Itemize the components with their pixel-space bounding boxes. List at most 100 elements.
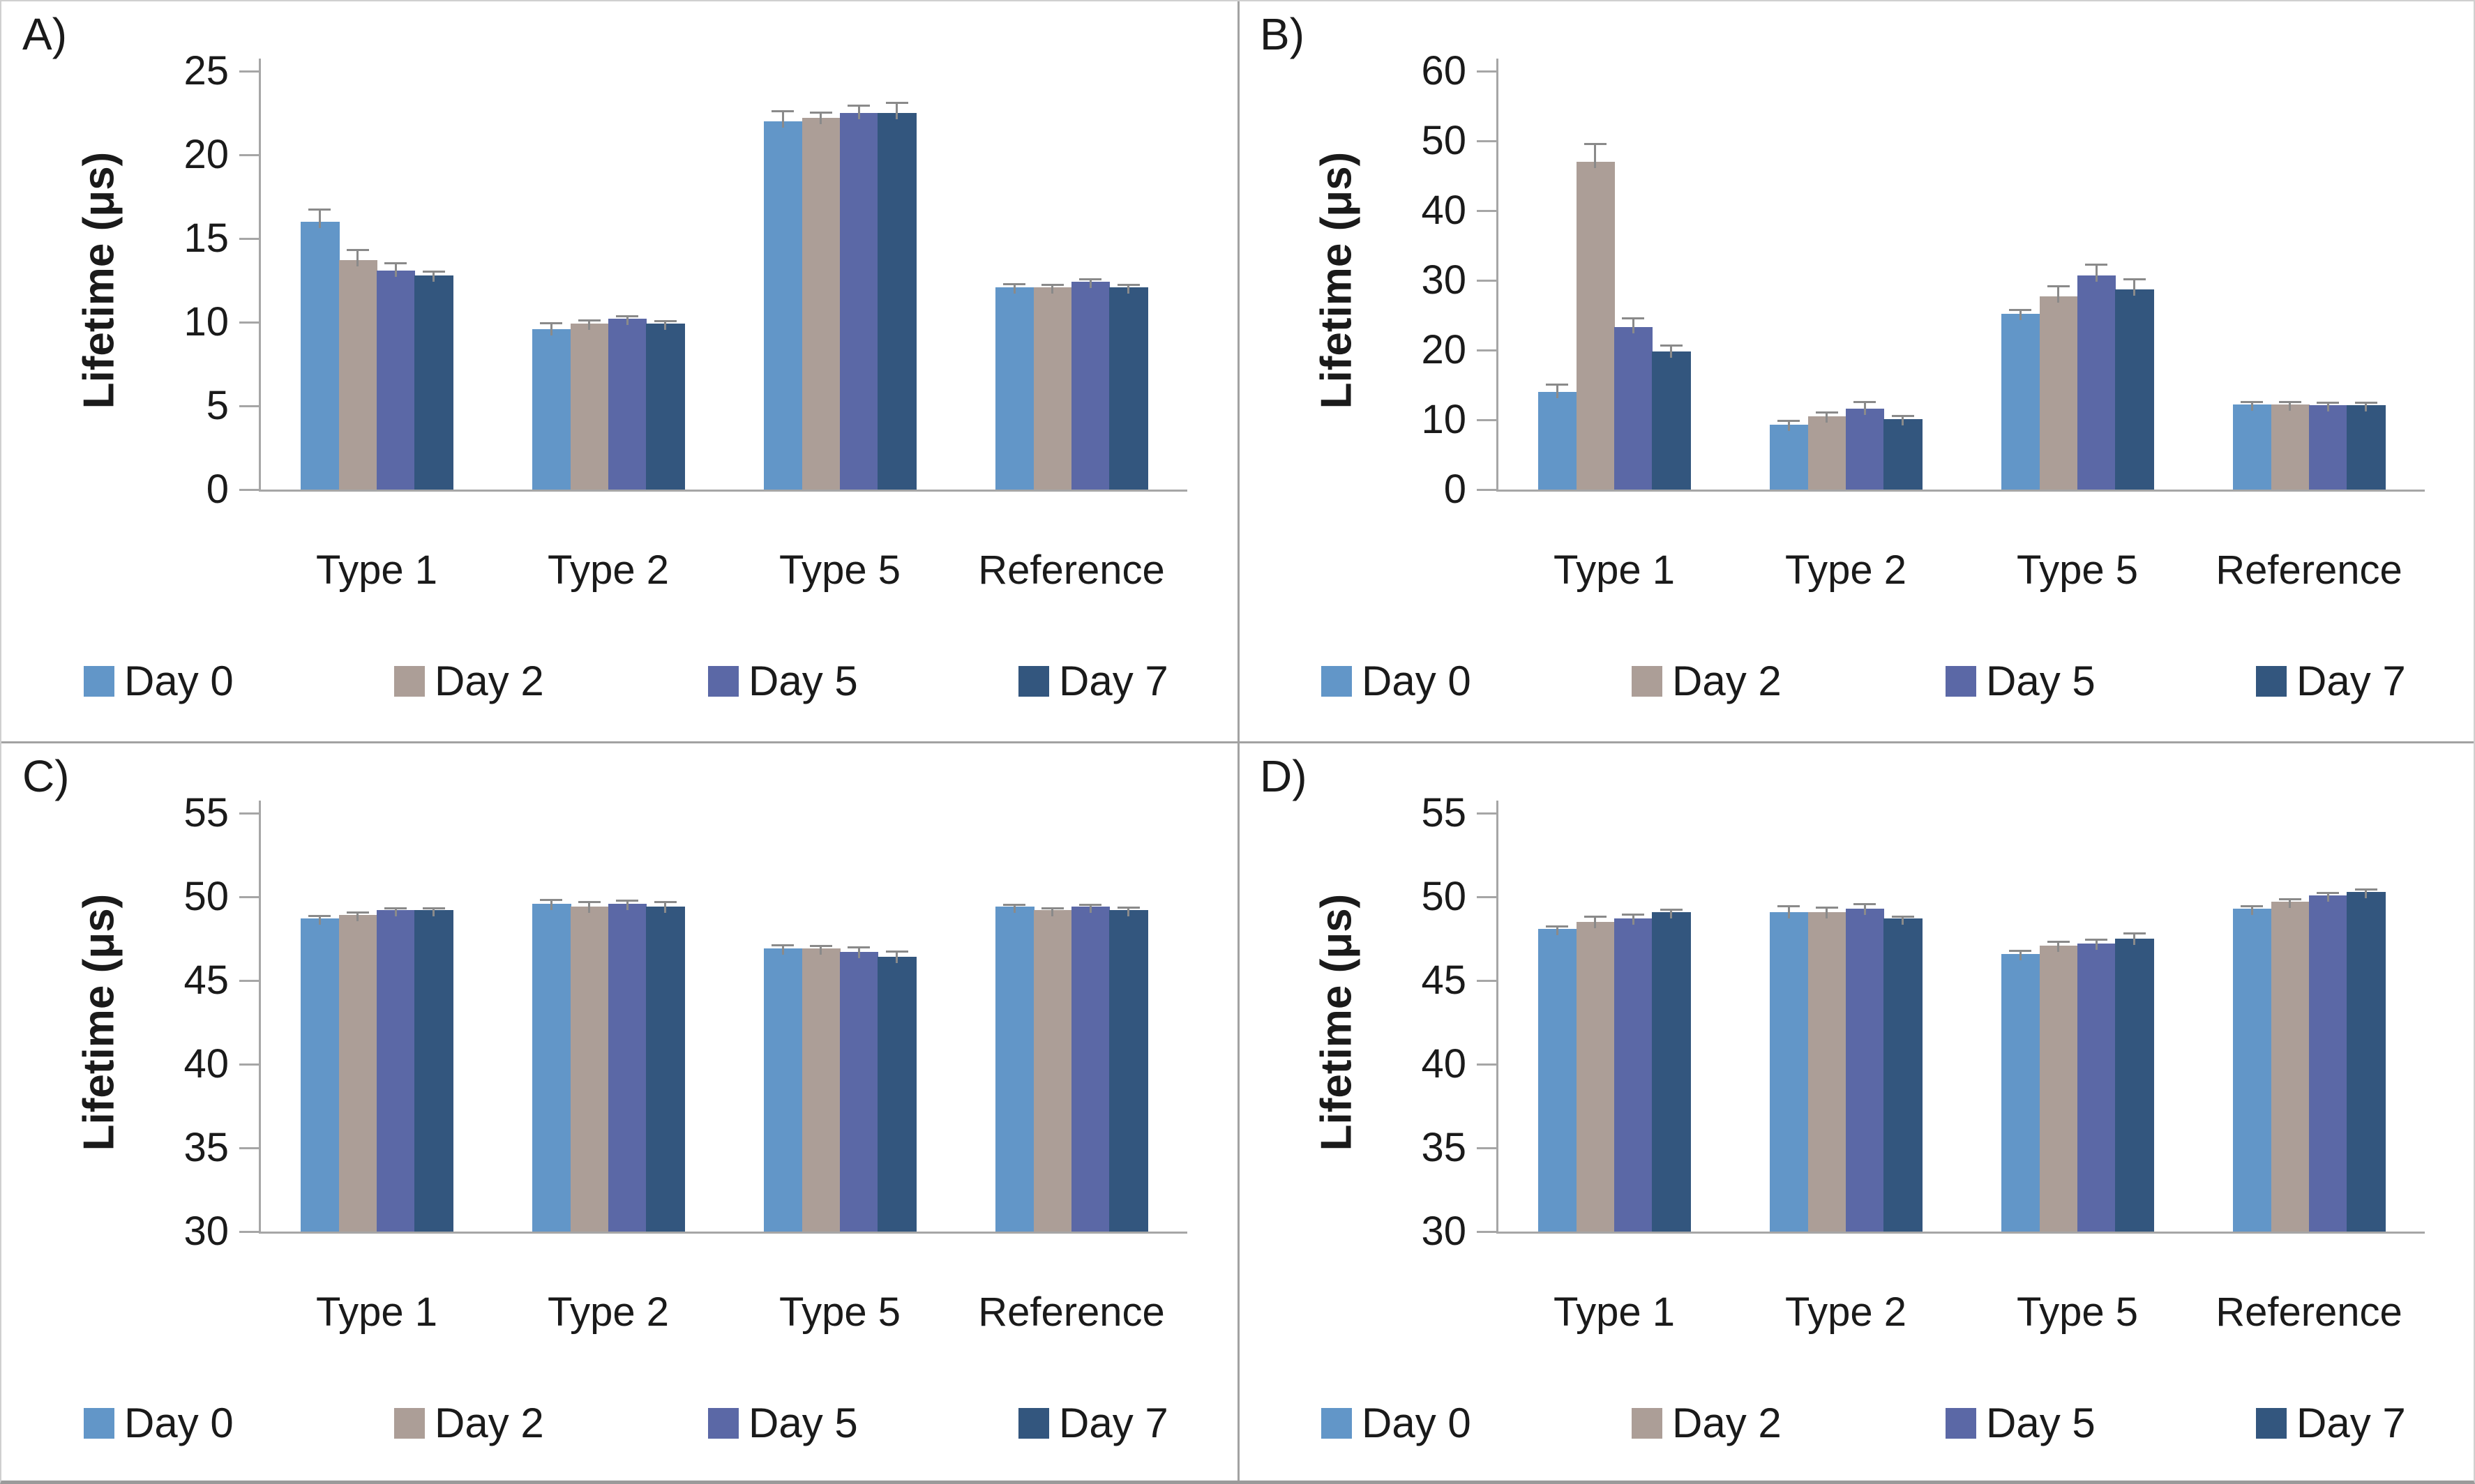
error-bar-line — [857, 948, 860, 959]
error-bar-cap — [308, 914, 331, 917]
error-bar-line — [1863, 402, 1866, 415]
bar-day-5 — [840, 113, 879, 490]
error-bar-cap — [2085, 264, 2108, 266]
error-bar-line — [1787, 907, 1790, 918]
bar-day-7 — [1883, 918, 1923, 1232]
bar-day-7 — [1652, 351, 1691, 490]
error-bar-line — [896, 952, 898, 964]
legend-swatch — [1946, 1408, 1976, 1439]
error-bar-cap — [848, 946, 871, 949]
error-bar-line — [356, 250, 359, 267]
legend-label: Day 2 — [435, 1400, 544, 1446]
legend-swatch — [1321, 666, 1352, 697]
error-bar-cap — [2123, 932, 2146, 934]
error-bar-cap — [1117, 284, 1140, 287]
x-axis-line — [1496, 1232, 2425, 1234]
legend-item: Day 7 — [2256, 657, 2465, 706]
bar-day-0 — [1770, 425, 1809, 490]
bar-day-2 — [2039, 296, 2078, 490]
error-bar-cap — [2009, 950, 2032, 952]
error-bar-cap — [540, 322, 563, 325]
y-axis-line — [259, 801, 261, 1232]
y-tick-mark — [239, 238, 259, 240]
error-bar-line — [1127, 907, 1130, 917]
y-axis-line — [259, 59, 261, 490]
y-tick-label: 5 — [206, 383, 229, 428]
bar-day-2 — [338, 915, 377, 1232]
legend-swatch — [708, 1408, 739, 1439]
error-bar-line — [588, 320, 591, 331]
error-bar-line — [2289, 899, 2292, 909]
legend-item: Day 2 — [394, 657, 603, 706]
bar-day-0 — [532, 328, 571, 490]
y-tick-label: 45 — [183, 957, 229, 1003]
error-bar-line — [1556, 927, 1558, 935]
y-tick-mark — [239, 405, 259, 407]
y-tick-label: 15 — [183, 215, 229, 261]
error-bar-cap — [346, 248, 369, 251]
error-bar-line — [1670, 910, 1673, 918]
x-category-label: Type 2 — [1784, 1289, 1907, 1335]
legend-label: Day 7 — [2296, 1400, 2406, 1446]
error-bar-line — [318, 210, 321, 228]
bar-day-2 — [2271, 404, 2310, 490]
error-bar-line — [432, 908, 435, 917]
x-category-label: Reference — [978, 547, 1165, 593]
legend-label: Day 0 — [1362, 1400, 1471, 1446]
y-tick-label: 0 — [206, 467, 229, 512]
bar-day-5 — [1846, 409, 1885, 490]
error-bar-cap — [1777, 420, 1800, 422]
legend-label: Day 7 — [1059, 1400, 1168, 1446]
error-bar-cap — [2354, 888, 2377, 891]
x-category-label: Type 5 — [778, 547, 901, 593]
error-bar-line — [2365, 403, 2368, 411]
error-bar-cap — [1079, 278, 1102, 280]
error-bar-cap — [308, 209, 331, 211]
y-tick-mark — [239, 70, 259, 73]
error-bar-cap — [2241, 905, 2264, 908]
error-bar-line — [664, 321, 667, 331]
bar-day-7 — [2347, 405, 2386, 490]
error-bar-line — [1051, 908, 1054, 917]
y-tick-label: 25 — [183, 48, 229, 93]
error-bar-cap — [578, 901, 601, 904]
legend-item: Day 7 — [2256, 1399, 2465, 1448]
bar-day-7 — [2115, 289, 2154, 490]
y-tick-mark — [1477, 70, 1496, 73]
error-bar-cap — [540, 898, 563, 901]
error-bar-line — [1594, 916, 1597, 928]
y-tick-label: 55 — [1421, 790, 1466, 835]
error-bar-line — [1632, 319, 1634, 333]
y-tick-mark — [239, 1231, 259, 1233]
y-tick-mark — [1477, 140, 1496, 142]
panel-label: D) — [1260, 751, 1307, 801]
error-bar-line — [394, 264, 397, 277]
error-bar-line — [2326, 403, 2329, 411]
y-tick-mark — [239, 154, 259, 156]
error-bar-cap — [1777, 905, 1800, 908]
legend-swatch — [84, 666, 114, 697]
bar-day-5 — [608, 319, 647, 490]
error-bar-cap — [1660, 344, 1683, 347]
x-category-label: Type 2 — [547, 547, 670, 593]
bar-day-2 — [802, 948, 841, 1232]
y-tick-label: 55 — [183, 790, 229, 835]
legend-label: Day 0 — [124, 658, 234, 704]
bar-day-5 — [608, 903, 647, 1232]
y-tick-label: 40 — [1421, 1041, 1466, 1086]
legend-swatch — [708, 666, 739, 697]
bar-day-0 — [1770, 911, 1809, 1232]
error-bar-cap — [885, 951, 908, 953]
error-bar-line — [318, 916, 321, 925]
error-bar-cap — [654, 901, 677, 904]
x-category-label: Type 2 — [547, 1289, 670, 1335]
error-bar-cap — [2354, 402, 2377, 404]
error-bar-cap — [1079, 904, 1102, 906]
error-bar-line — [896, 103, 898, 119]
y-tick-mark — [1477, 419, 1496, 421]
bar-day-0 — [2001, 314, 2040, 490]
x-category-label: Reference — [2216, 1289, 2402, 1335]
y-tick-mark — [239, 1147, 259, 1149]
legend-item: Day 0 — [1321, 1399, 1530, 1448]
bar-day-0 — [2233, 404, 2272, 490]
